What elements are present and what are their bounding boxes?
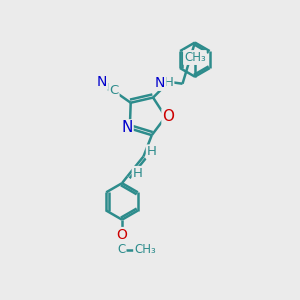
Text: H: H (164, 76, 173, 89)
Text: CH₃: CH₃ (134, 243, 156, 256)
Text: N: N (155, 76, 165, 90)
Text: O: O (163, 109, 175, 124)
Text: N: N (121, 120, 133, 135)
Text: O: O (117, 228, 128, 242)
Text: C: C (117, 243, 126, 256)
Text: N: N (97, 75, 107, 89)
Text: H: H (133, 167, 142, 180)
Text: C: C (109, 84, 119, 97)
Text: H: H (147, 146, 157, 158)
Text: CH₃: CH₃ (184, 51, 206, 64)
